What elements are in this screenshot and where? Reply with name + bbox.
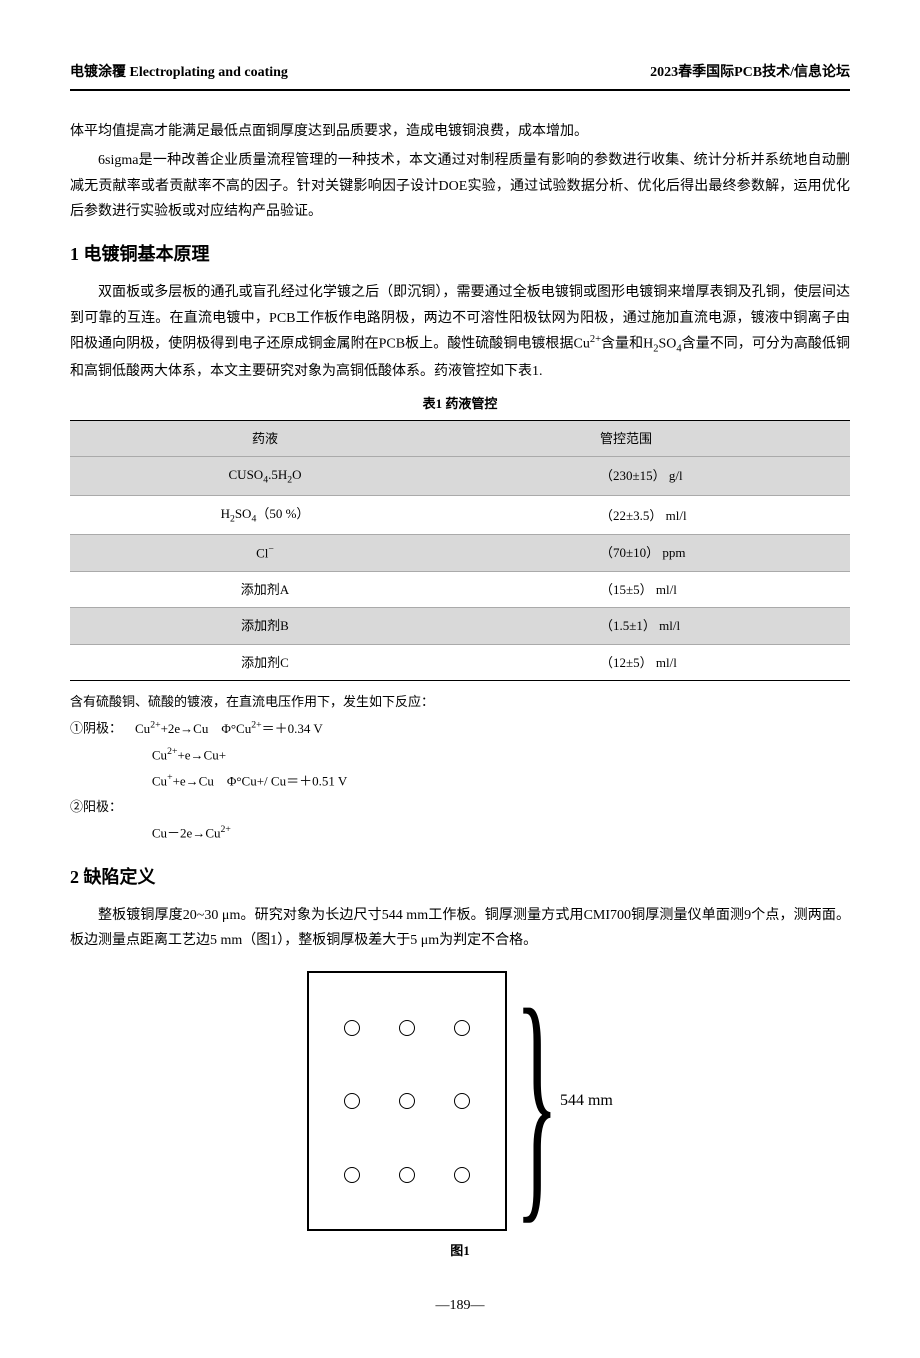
cathode-line-2: Cu++e→Cu Φ°Cu+/ Cu＝＋0.51 V xyxy=(70,768,850,794)
measurement-hole xyxy=(344,1093,360,1109)
table-1-cell-chem: CUSO4.5H2O xyxy=(70,457,460,496)
reactions-intro: 含有硫酸铜、硫酸的镀液，在直流电压作用下，发生如下反应： xyxy=(70,689,850,715)
measurement-hole xyxy=(399,1167,415,1183)
figure-1-caption: 图1 xyxy=(70,1239,850,1262)
table-1-caption: 表1 药液管控 xyxy=(70,392,850,415)
anode-line-0: Cu－2e→Cu2+ xyxy=(70,820,850,846)
table-1-cell-range: （230±15） g/l xyxy=(460,457,850,496)
cathode-rx-0: Cu2++2e→Cu Φ°Cu2+＝＋0.34 V xyxy=(135,721,323,736)
section-2-heading: 2 缺陷定义 xyxy=(70,861,850,893)
reactions-block: 含有硫酸铜、硫酸的镀液，在直流电压作用下，发生如下反应： ①阴极： Cu2++2… xyxy=(70,689,850,846)
measurement-hole xyxy=(344,1167,360,1183)
dimension-label: 544 mm xyxy=(560,1087,613,1116)
table-1-cell-chem: 添加剂A xyxy=(70,572,460,608)
table-1-cell-chem: 添加剂C xyxy=(70,644,460,680)
figure-1-board xyxy=(307,971,507,1231)
table-1-row: 添加剂C （12±5） ml/l xyxy=(70,644,850,680)
measurement-hole xyxy=(454,1093,470,1109)
section-1-heading: 1 电镀铜基本原理 xyxy=(70,238,850,270)
table-1-header-0: 药液 xyxy=(70,420,460,456)
table-1-cell-chem: 添加剂B xyxy=(70,608,460,644)
table-1-cell-range: （12±5） ml/l xyxy=(460,644,850,680)
table-1-row: 添加剂A （15±5） ml/l xyxy=(70,572,850,608)
header-right: 2023春季国际PCB技术/信息论坛 xyxy=(650,60,850,85)
measurement-hole xyxy=(344,1020,360,1036)
figure-1: } 544 mm 图1 xyxy=(70,971,850,1262)
table-1-cell-range: （70±10） ppm xyxy=(460,535,850,572)
measurement-hole xyxy=(399,1093,415,1109)
table-1-cell-chem: Cl− xyxy=(70,535,460,572)
table-1-row: H2SO4（50 %） （22±3.5） ml/l xyxy=(70,496,850,535)
table-1-row: Cl− （70±10） ppm xyxy=(70,535,850,572)
table-1: 药液 管控范围 CUSO4.5H2O （230±15） g/l H2SO4（50… xyxy=(70,420,850,682)
header-left: 电镀涂覆 Electroplating and coating xyxy=(70,60,288,85)
measurement-hole xyxy=(399,1020,415,1036)
table-1-header-row: 药液 管控范围 xyxy=(70,420,850,456)
table-1-cell-chem: H2SO4（50 %） xyxy=(70,496,460,535)
table-1-row: 添加剂B （1.5±1） ml/l xyxy=(70,608,850,644)
section-1-para: 双面板或多层板的通孔或盲孔经过化学镀之后（即沉铜），需要通过全板电镀铜或图形电镀… xyxy=(70,280,850,384)
intro-para-1: 6sigma是一种改善企业质量流程管理的一种技术，本文通过对制程质量有影响的参数… xyxy=(70,148,850,224)
table-1-header-1: 管控范围 xyxy=(460,420,850,456)
page-header: 电镀涂覆 Electroplating and coating 2023春季国际… xyxy=(70,60,850,91)
cathode-line-0: ①阴极： Cu2++2e→Cu Φ°Cu2+＝＋0.34 V xyxy=(70,715,850,741)
anode-label-line: ②阳极： xyxy=(70,794,850,820)
cathode-label: ①阴极： xyxy=(70,721,122,736)
table-1-row: CUSO4.5H2O （230±15） g/l xyxy=(70,457,850,496)
page-number: —189— xyxy=(70,1293,850,1318)
table-1-cell-range: （22±3.5） ml/l xyxy=(460,496,850,535)
measurement-hole xyxy=(454,1020,470,1036)
intro-para-0: 体平均值提高才能满足最低点面铜厚度达到品质要求，造成电镀铜浪费，成本增加。 xyxy=(70,119,850,144)
brace-icon: } xyxy=(515,971,559,1231)
measurement-hole xyxy=(454,1167,470,1183)
table-1-cell-range: （15±5） ml/l xyxy=(460,572,850,608)
table-1-cell-range: （1.5±1） ml/l xyxy=(460,608,850,644)
section-2-para: 整板镀铜厚度20~30 μm。研究对象为长边尺寸544 mm工作板。铜厚测量方式… xyxy=(70,903,850,953)
dimension-brace: } 544 mm xyxy=(515,971,613,1231)
figure-1-row: } 544 mm xyxy=(307,971,613,1231)
cathode-line-1: Cu2++e→Cu+ xyxy=(70,742,850,768)
